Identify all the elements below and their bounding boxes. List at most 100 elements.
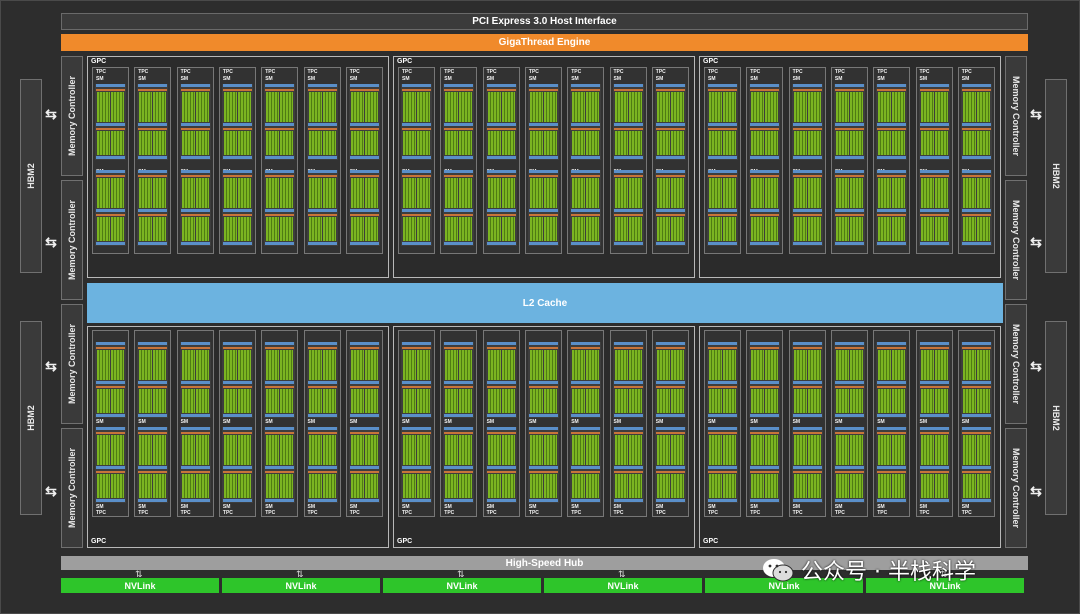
- cuda-core-block: [308, 435, 322, 465]
- streaming-multiprocessor: [221, 84, 253, 160]
- cuda-core-block: [139, 350, 153, 380]
- sm-cache-strip: [222, 242, 252, 245]
- sm-label: SM: [307, 419, 316, 425]
- sm-scheduler-strip: [792, 432, 822, 434]
- sm-cache-strip: [613, 156, 643, 159]
- cuda-core-block: [237, 435, 251, 465]
- sm-cache-strip: [528, 466, 558, 469]
- sm-cache-strip: [222, 84, 252, 87]
- sm-scheduler-strip: [486, 128, 516, 130]
- streaming-multiprocessor: [264, 427, 296, 503]
- gpc-label: GPC: [397, 58, 413, 65]
- sm-cache-strip: [138, 466, 168, 469]
- sm-scheduler-strip: [655, 347, 685, 349]
- sm-label: SM: [96, 419, 104, 425]
- sm-cache-strip: [180, 123, 210, 126]
- gpc-label: GPC: [703, 538, 719, 545]
- sm-cache-strip: [402, 414, 431, 417]
- streaming-multiprocessor: [95, 84, 126, 160]
- streaming-multiprocessor: [960, 342, 992, 418]
- sm-cache-strip: [792, 123, 822, 126]
- sm-cache-strip: [792, 156, 822, 159]
- cuda-core-block: [322, 474, 336, 498]
- sm-cache-strip: [708, 499, 737, 502]
- streaming-multiprocessor: [306, 84, 338, 160]
- cuda-core-block: [111, 131, 124, 155]
- sm-cache-strip: [265, 242, 295, 245]
- cuda-core-block: [807, 131, 821, 155]
- cuda-core-block: [920, 178, 934, 208]
- sm-label: SM: [792, 76, 801, 82]
- sm-cache-strip: [265, 466, 295, 469]
- sm-cache-strip: [180, 342, 210, 345]
- cuda-core-block: [807, 389, 821, 413]
- nvlink-2: NVLink: [222, 578, 380, 593]
- sm-scheduler-strip: [96, 471, 125, 473]
- sm-scheduler-strip: [138, 175, 168, 177]
- cuda-core-block: [350, 217, 364, 241]
- cuda-core-block: [849, 435, 863, 465]
- sm-scheduler-strip: [265, 471, 295, 473]
- streaming-multiprocessor: [876, 84, 908, 160]
- sm-label: SM: [961, 504, 970, 510]
- sm-label: SM: [528, 419, 537, 425]
- sm-scheduler-strip: [708, 386, 737, 388]
- sm-scheduler-strip: [138, 432, 168, 434]
- sm-cache-strip: [655, 414, 685, 417]
- sm-cache-strip: [349, 209, 379, 212]
- sm-cache-strip: [138, 427, 168, 430]
- sm-cache-strip: [655, 342, 685, 345]
- streaming-multiprocessor: [221, 342, 253, 418]
- sm-cache-strip: [265, 156, 295, 159]
- sm-label: SM: [307, 504, 316, 510]
- sm-cache-strip: [919, 427, 949, 430]
- sm-label: SM: [571, 504, 579, 510]
- cuda-core-block: [308, 131, 322, 155]
- sm-label: SM: [180, 419, 189, 425]
- sm-cache-strip: [138, 170, 168, 173]
- sm-cache-strip: [265, 342, 295, 345]
- sm-cache-strip: [486, 242, 516, 245]
- sm-cache-strip: [486, 156, 516, 159]
- sm-scheduler-strip: [444, 386, 474, 388]
- tpc-label: TPC: [265, 69, 276, 75]
- sm-scheduler-strip: [349, 347, 379, 349]
- sm-cache-strip: [708, 84, 737, 87]
- gigathread-engine: GigaThread Engine: [61, 34, 1028, 51]
- sm-scheduler-strip: [307, 175, 337, 177]
- sm-scheduler-strip: [571, 175, 601, 177]
- cuda-core-block: [280, 92, 294, 122]
- cuda-core-block: [849, 131, 863, 155]
- sm-cache-strip: [571, 156, 601, 159]
- streaming-multiprocessor: [791, 84, 823, 160]
- sm-scheduler-strip: [919, 89, 949, 91]
- sm-scheduler-strip: [571, 128, 601, 130]
- sm-cache-strip: [222, 466, 252, 469]
- sm-cache-strip: [307, 414, 337, 417]
- cuda-core-block: [139, 92, 153, 122]
- tpc-label: TPC: [180, 510, 191, 516]
- sm-cache-strip: [528, 499, 558, 502]
- sm-cache-strip: [486, 209, 516, 212]
- sm-cache-strip: [349, 84, 379, 87]
- cuda-core-block: [878, 131, 892, 155]
- sm-cache-strip: [180, 242, 210, 245]
- streaming-multiprocessor: [791, 170, 823, 246]
- cuda-core-block: [765, 131, 779, 155]
- cuda-core-block: [614, 350, 628, 380]
- cuda-core-block: [237, 389, 251, 413]
- streaming-multiprocessor: [791, 342, 823, 418]
- streaming-multiprocessor: [570, 427, 602, 503]
- sm-cache-strip: [180, 414, 210, 417]
- cuda-core-block: [153, 92, 167, 122]
- streaming-multiprocessor: [485, 84, 517, 160]
- sm-label: SM: [877, 76, 885, 82]
- sm-cache-strip: [792, 466, 822, 469]
- streaming-multiprocessor: [348, 170, 380, 246]
- sm-scheduler-strip: [96, 128, 125, 130]
- cuda-core-block: [793, 217, 807, 241]
